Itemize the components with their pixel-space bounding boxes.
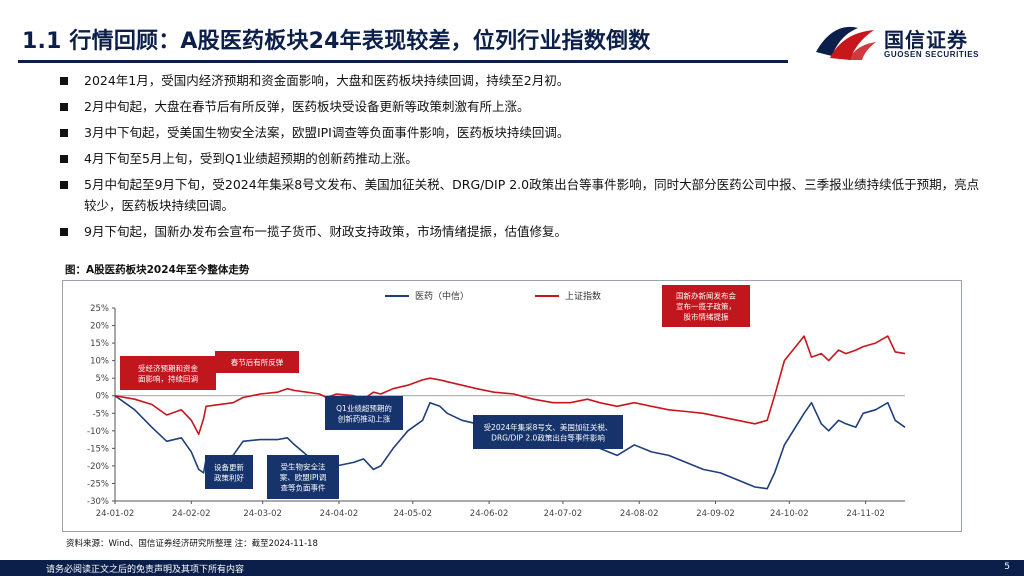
annotation-box (325, 396, 403, 430)
bullet-item: 5月中旬起至9月下旬，受2024年集采8号文发布、美国加征关税、DRG/DIP … (60, 174, 990, 216)
bullet-square-icon (60, 103, 68, 111)
annotation-box (205, 455, 253, 489)
y-tick-label: -20% (87, 462, 109, 472)
annotation-text: DRG/DIP 2.0政策出台等事件影响 (491, 432, 605, 442)
logo-english-name: GUOSEN SECURITIES (884, 50, 980, 59)
annotation-text: 受2024年集采8号文、美国加征关税、 (484, 422, 613, 432)
footer-bar: 请务必阅读正文之后的免责声明及其项下所有内容 5 (0, 560, 1024, 576)
bullet-square-icon (60, 181, 68, 189)
annotation-text: 查等负面事件 (281, 483, 326, 493)
page-number: 5 (1004, 562, 1010, 572)
series-line-sse (114, 335, 906, 436)
y-tick-label: -5% (92, 409, 109, 419)
x-tick-label: 24-06-02 (470, 509, 509, 519)
x-tick-label: 24-03-02 (243, 509, 282, 519)
bullet-list: 2024年1月，受国内经济预期和资金面影响，大盘和医药板块持续回调，持续至2月初… (60, 70, 990, 247)
annotation-box (120, 356, 216, 390)
x-tick-label: 24-09-02 (696, 509, 735, 519)
annotation-box (215, 351, 299, 373)
bullet-square-icon (60, 129, 68, 137)
y-tick-label: 10% (90, 357, 109, 367)
page-title: 1.1 行情回顾：A股医药板块24年表现较差，位列行业指数倒数 (22, 29, 651, 54)
bullet-item: 2024年1月，受国内经济预期和资金面影响，大盘和医药板块持续回调，持续至2月初… (60, 70, 990, 91)
bullet-text: 3月中下旬起，受美国生物安全法案，欧盟IPI调查等负面事件影响，医药板块持续回调… (84, 125, 570, 140)
annotation-box (662, 285, 750, 327)
legend-label: 上证指数 (565, 290, 601, 302)
y-tick-label: -10% (87, 427, 109, 437)
chart-container: 25% 20% 15% 10% 5% 0% -5% -10% -15% -20% -25% -30% 2… (62, 280, 962, 532)
source-note: 资料来源：Wind、国信证券经济研究所整理 注：截至2024-11-18 (66, 539, 318, 549)
bullet-text: 5月中旬起至9月下旬，受2024年集采8号文发布、美国加征关税、DRG/DIP … (84, 177, 980, 213)
x-tick-label: 24-07-02 (544, 509, 583, 519)
guosen-logo: 国信证券 GUOSEN SECURITIES (814, 20, 1010, 64)
bullet-text: 9月下旬起，国新办发布会宣布一揽子货币、财政支持政策，市场情绪提振，估值修复。 (84, 224, 567, 239)
bullet-item: 4月下旬至5月上旬，受到Q1业绩超预期的创新药推动上涨。 (60, 148, 990, 169)
annotation-box (267, 455, 339, 499)
x-tick-label: 24-02-02 (172, 509, 211, 519)
bullet-item: 2月中旬起，大盘在春节后有所反弹，医药板块受设备更新等政策刺激有所上涨。 (60, 96, 990, 117)
chart-caption: 图：A股医药板块2024年至今整体走势 (65, 264, 250, 276)
annotation-text: 政策利好 (214, 472, 244, 482)
line-chart: 25% 20% 15% 10% 5% 0% -5% -10% -15% -20% -25% -30% 2… (87, 285, 906, 519)
guosen-emblem-icon (816, 26, 876, 60)
annotation-text: 国新办新闻发布会 (676, 291, 736, 301)
bullet-item: 9月下旬起，国新办发布会宣布一揽子货币、财政支持政策，市场情绪提振，估值修复。 (60, 221, 990, 242)
bullet-text: 2月中旬起，大盘在春节后有所反弹，医药板块受设备更新等政策刺激有所上涨。 (84, 99, 530, 114)
x-tick-label: 24-10-02 (770, 509, 809, 519)
annotation-text: 受生物安全法 (281, 462, 326, 472)
x-tick-label: 24-08-02 (620, 509, 659, 519)
annotation-text: 股市情绪提振 (684, 312, 729, 322)
annotation-text: 面影响，持续回调 (138, 373, 198, 383)
y-tick-label: 0% (96, 392, 110, 402)
x-tick-label: 24-05-02 (393, 509, 432, 519)
annotation-text: 创新药推动上涨 (338, 413, 391, 423)
y-tick-label: -25% (87, 479, 109, 489)
bullet-item: 3月中下旬起，受美国生物安全法案，欧盟IPI调查等负面事件影响，医药板块持续回调… (60, 122, 990, 143)
bullet-text: 4月下旬至5月上旬，受到Q1业绩超预期的创新药推动上涨。 (84, 151, 418, 166)
bullet-square-icon (60, 77, 68, 85)
x-tick-label: 24-11-02 (846, 509, 885, 519)
annotation-text: 春节后有所反弹 (231, 357, 284, 367)
y-tick-label: 20% (90, 322, 109, 332)
annotation-text: 宣布一揽子政策， (676, 301, 736, 311)
footer-disclaimer: 请务必阅读正文之后的免责声明及其项下所有内容 (46, 565, 245, 575)
x-tick-label: 24-04-02 (320, 509, 359, 519)
legend-label: 医药（中信） (415, 290, 469, 302)
annotation-text: 设备更新 (214, 462, 244, 472)
title-underline (18, 60, 788, 63)
annotation-text: Q1业绩超预期的 (336, 403, 392, 413)
y-tick-label: 25% (90, 304, 109, 314)
y-tick-label: -15% (87, 444, 109, 454)
y-tick-label: -30% (87, 497, 109, 507)
x-tick-label: 24-01-02 (96, 509, 135, 519)
bullet-square-icon (60, 155, 68, 163)
y-tick-label: 15% (90, 339, 109, 349)
y-tick-label: 5% (96, 374, 110, 384)
annotation-text: 案、欧盟IPI调 (280, 472, 326, 482)
annotation-box (473, 415, 623, 449)
logo-chinese-name: 国信证券 (884, 28, 968, 52)
bullet-text: 2024年1月，受国内经济预期和资金面影响，大盘和医药板块持续回调，持续至2月初… (84, 73, 570, 88)
bullet-square-icon (60, 228, 68, 236)
annotation-text: 受经济预期和资金 (138, 363, 198, 373)
